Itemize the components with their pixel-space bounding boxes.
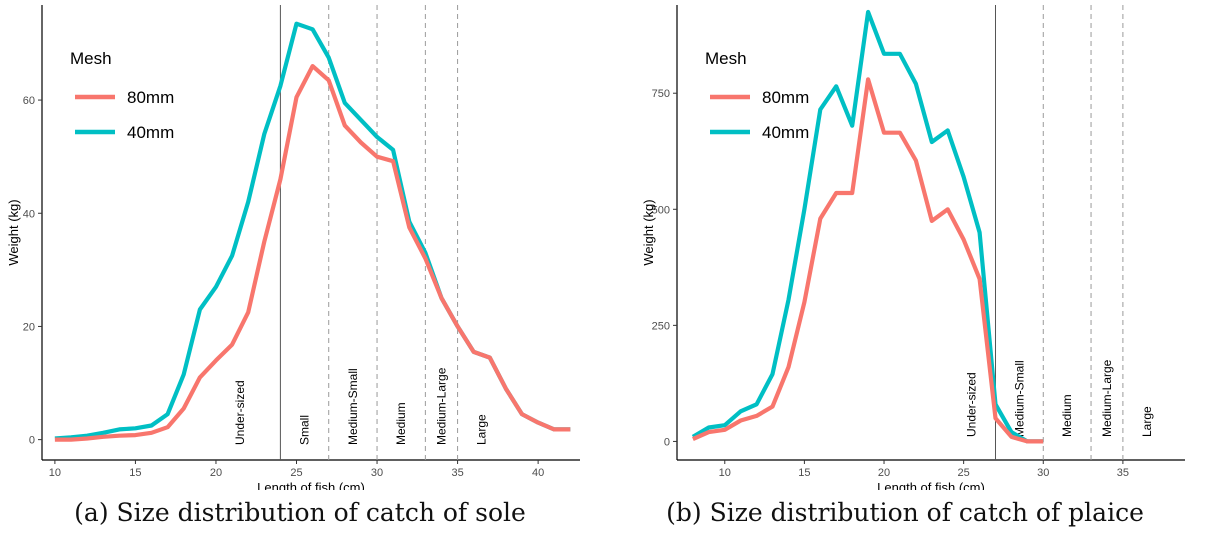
x-tick-label: 25 bbox=[958, 467, 970, 479]
x-tick-label: 15 bbox=[129, 467, 141, 479]
legend-label: 80mm bbox=[762, 88, 809, 107]
size-band-label: Under-sized bbox=[233, 380, 247, 445]
y-tick-label: 750 bbox=[652, 88, 670, 100]
chart-sole: 10 15 20 25 30 35 40 0 20 40 60 Length of fish (cm)… bbox=[6, 5, 580, 490]
x-tick-label: 30 bbox=[1037, 467, 1049, 479]
x-tick-label: 20 bbox=[878, 467, 890, 479]
caption-sole: (a) Size distribution of catch of sole bbox=[74, 498, 526, 527]
x-axis-title: Length of fish (cm) bbox=[877, 480, 985, 490]
y-tick-label: 0 bbox=[29, 435, 35, 447]
series-line-40mm bbox=[691, 9, 1044, 444]
size-band-label: Medium-Large bbox=[434, 367, 448, 445]
x-tick-label: 10 bbox=[719, 467, 731, 479]
series-line-40mm bbox=[54, 21, 571, 441]
y-tick-label: 40 bbox=[23, 208, 35, 220]
size-band-label: Medium-Small bbox=[1012, 360, 1026, 437]
y-axis-title: Weight (kg) bbox=[6, 199, 21, 265]
legend-title: Mesh bbox=[70, 49, 112, 68]
size-band-label: Medium-Small bbox=[346, 368, 360, 445]
size-band-label: Large bbox=[1140, 406, 1154, 437]
legend-label: 80mm bbox=[127, 88, 174, 107]
legend-title: Mesh bbox=[705, 49, 747, 68]
x-tick-label: 35 bbox=[451, 467, 463, 479]
size-band-label: Medium bbox=[394, 402, 408, 445]
size-band-label: Large bbox=[475, 414, 489, 445]
size-band-label: Medium-Large bbox=[1100, 359, 1114, 437]
x-tick-label: 35 bbox=[1117, 467, 1129, 479]
series-line-80mm bbox=[54, 63, 571, 442]
legend-label: 40mm bbox=[127, 123, 174, 142]
y-axis-title: Weight (kg) bbox=[641, 199, 656, 265]
chart-plaice: 10 15 20 25 30 35 0 250 500 750 Length of fish (cm… bbox=[641, 5, 1185, 490]
x-tick-label: 20 bbox=[210, 467, 222, 479]
size-band-label: Small bbox=[298, 415, 312, 445]
x-tick-label: 15 bbox=[798, 467, 810, 479]
x-tick-label: 10 bbox=[49, 467, 61, 479]
size-band-label: Medium bbox=[1060, 394, 1074, 437]
size-band-label: Under-sized bbox=[965, 372, 979, 437]
x-tick-label: 30 bbox=[371, 467, 383, 479]
figure-sole: 10 15 20 25 30 35 40 0 20 40 60 Length of fish (cm)… bbox=[0, 0, 600, 551]
y-tick-label: 250 bbox=[652, 320, 670, 332]
x-axis-title: Length of fish (cm) bbox=[257, 480, 365, 490]
figure-plaice: 10 15 20 25 30 35 0 250 500 750 Length of fish (cm… bbox=[605, 0, 1205, 551]
y-tick-label: 60 bbox=[23, 95, 35, 107]
y-tick-label: 20 bbox=[23, 321, 35, 333]
legend-label: 40mm bbox=[762, 123, 809, 142]
caption-plaice: (b) Size distribution of catch of plaice bbox=[666, 498, 1144, 527]
y-tick-label: 500 bbox=[652, 204, 670, 216]
series-line-80mm bbox=[692, 77, 1044, 444]
x-tick-label: 40 bbox=[532, 467, 544, 479]
y-tick-label: 0 bbox=[664, 436, 670, 448]
x-tick-label: 25 bbox=[290, 467, 302, 479]
